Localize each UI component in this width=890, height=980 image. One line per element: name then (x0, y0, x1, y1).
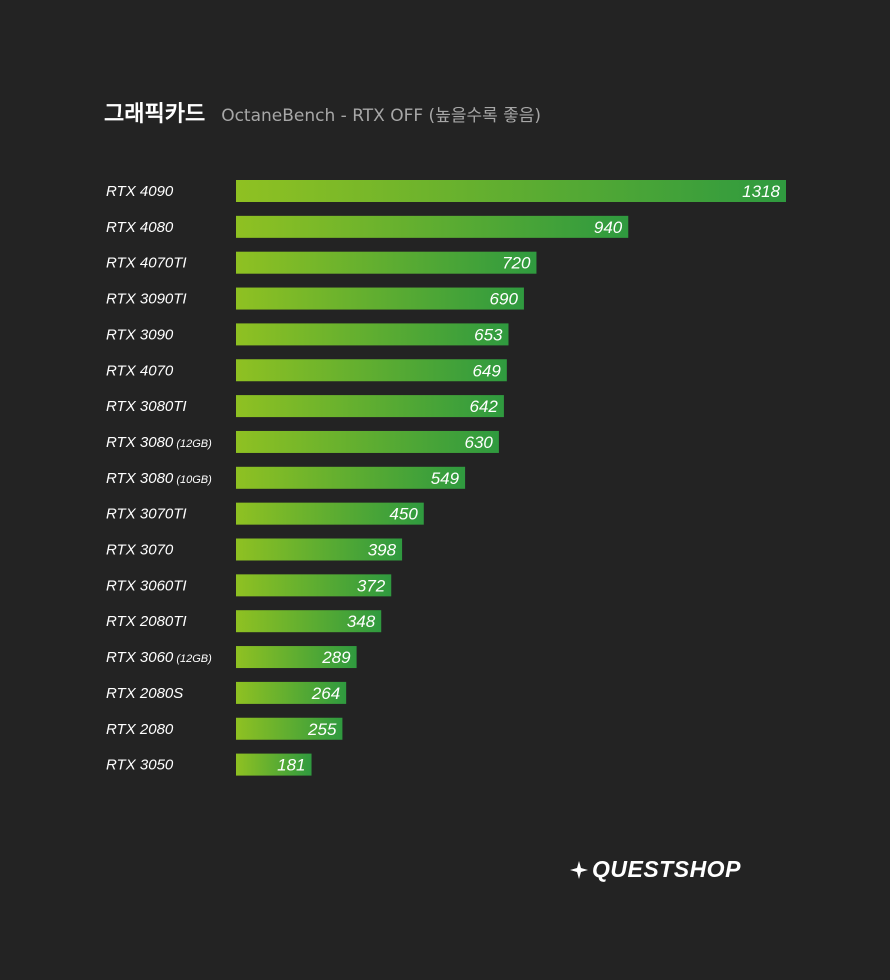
category-label: RTX 3080TI (106, 398, 187, 415)
value-label: 649 (472, 361, 501, 380)
value-label: 690 (490, 290, 519, 309)
value-label: 940 (594, 218, 623, 237)
category-label: RTX 3090TI (106, 291, 187, 308)
bar (236, 215, 629, 238)
category-label: RTX 2080S (106, 685, 183, 702)
bar (236, 395, 504, 418)
chart-title: 그래픽카드 (104, 102, 206, 127)
category-label: RTX 4070TI (106, 255, 187, 272)
category-label: RTX 4080 (106, 219, 174, 236)
bar (236, 430, 499, 453)
value-label: 398 (368, 541, 397, 560)
category-label: RTX 3050 (106, 757, 174, 774)
bar (236, 574, 392, 597)
category-label: RTX 2080 (106, 721, 174, 738)
value-label: 372 (357, 576, 386, 595)
category-label: RTX 3090 (106, 326, 174, 343)
bar (236, 466, 466, 489)
category-label: RTX 3070TI (106, 506, 187, 523)
bar (236, 681, 347, 704)
value-label: 348 (347, 612, 376, 631)
sparkle-icon (570, 860, 588, 879)
bar (236, 502, 424, 525)
chart-subtitle: OctaneBench - RTX OFF (높을수록 좋음) (221, 106, 542, 126)
bars-group: RTX 4090 1318 RTX 4080 940 RTX 4070TI 720 RTX … (106, 180, 786, 776)
bar (236, 287, 524, 310)
value-label: 450 (389, 505, 418, 524)
value-label: 653 (474, 325, 503, 344)
category-label: RTX 3080 (10GB) (106, 470, 212, 487)
value-label: 181 (277, 756, 305, 775)
brand-logo: QUESTSHOP (570, 856, 741, 883)
chart-header: 그래픽카드 OctaneBench - RTX OFF (높을수록 좋음) (104, 96, 541, 128)
category-label: RTX 3070 (106, 542, 174, 559)
bar (236, 251, 537, 274)
bar (236, 180, 786, 202)
category-label: RTX 3080 (12GB) (106, 434, 212, 451)
value-label: 642 (470, 397, 499, 416)
bar (236, 359, 507, 382)
value-label: 720 (502, 254, 531, 273)
value-label: 549 (431, 469, 460, 488)
bar (236, 323, 509, 346)
category-label: RTX 4090 (106, 183, 174, 200)
brand-name: QUESTSHOP (592, 856, 741, 882)
category-label: RTX 3060TI (106, 577, 187, 594)
bar (236, 646, 357, 669)
value-label: 289 (321, 648, 351, 667)
value-label: 1318 (742, 182, 780, 201)
bar (236, 717, 343, 740)
category-label: RTX 3060 (12GB) (106, 649, 212, 666)
category-label: RTX 2080TI (106, 613, 187, 630)
value-label: 630 (465, 433, 494, 452)
bar (236, 753, 312, 776)
category-label: RTX 4070 (106, 362, 174, 379)
bar (236, 538, 403, 561)
value-label: 264 (311, 684, 340, 703)
bar (236, 610, 382, 633)
value-label: 255 (307, 720, 337, 739)
